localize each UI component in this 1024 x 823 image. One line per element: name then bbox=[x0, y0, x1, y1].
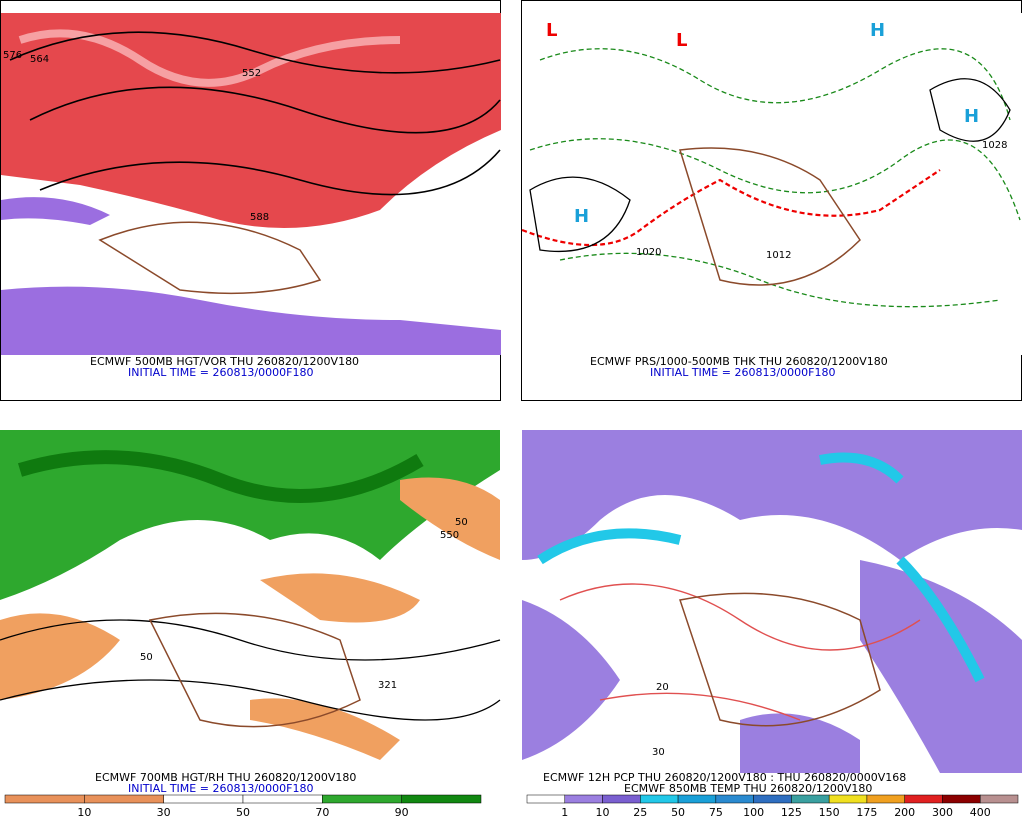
contour-label: 576 bbox=[3, 50, 22, 61]
high-label: H bbox=[964, 106, 979, 127]
colorbar-label: 10 bbox=[77, 806, 91, 819]
panel-subtitle: INITIAL TIME = 260813/0000F180 bbox=[650, 366, 835, 379]
high-label: H bbox=[574, 206, 589, 227]
map-surface-pressure: H H H L L 1020 1012 1028 bbox=[521, 13, 1022, 355]
colorbar-swatch bbox=[602, 794, 641, 804]
contour-label: 1028 bbox=[982, 140, 1007, 151]
contour-label: 321 bbox=[378, 680, 397, 691]
colorbar-label: 400 bbox=[970, 806, 991, 819]
contour-label: 50 bbox=[455, 517, 468, 528]
colorbar-label: 50 bbox=[236, 806, 250, 819]
colorbar-swatch bbox=[791, 794, 830, 804]
colorbar-label: 70 bbox=[315, 806, 329, 819]
map-700mb: 50 50 550 321 bbox=[0, 430, 501, 773]
high-label: H bbox=[870, 20, 885, 41]
colorbar-swatch bbox=[677, 794, 717, 804]
colorbar-label: 125 bbox=[781, 806, 802, 819]
colorbar-label: 10 bbox=[596, 806, 610, 819]
map-500mb: 564 552 576 588 bbox=[1, 13, 501, 355]
contour-label: 50 bbox=[140, 652, 153, 663]
colorbar-label: 50 bbox=[671, 806, 685, 819]
low-label: L bbox=[546, 20, 557, 41]
colorbar-label: 100 bbox=[743, 806, 764, 819]
colorbar-swatch bbox=[564, 794, 603, 804]
panel-title: ECMWF PRS/1000-500MB THK THU 260820/1200… bbox=[590, 355, 888, 368]
colorbar-label: 175 bbox=[856, 806, 877, 819]
colorbar-swatch bbox=[322, 794, 402, 804]
low-label: L bbox=[676, 30, 687, 51]
colorbar-label: 1 bbox=[561, 806, 568, 819]
panel-title: ECMWF 500MB HGT/VOR THU 260820/1200V180 bbox=[90, 355, 359, 368]
contour-label: 20 bbox=[656, 682, 669, 693]
panel-subtitle: INITIAL TIME = 260813/0000F180 bbox=[128, 366, 313, 379]
colorbar-swatch bbox=[526, 794, 566, 804]
contour-label: 1012 bbox=[766, 250, 791, 261]
contour-label: 564 bbox=[30, 54, 49, 65]
colorbar-swatch bbox=[753, 794, 792, 804]
colorbar-label: 30 bbox=[157, 806, 171, 819]
colorbar-swatch bbox=[942, 794, 981, 804]
contour-label: 588 bbox=[250, 212, 269, 223]
map-precip: 20 30 bbox=[522, 430, 1022, 773]
colorbar-label: 300 bbox=[932, 806, 953, 819]
colorbar-swatch bbox=[401, 794, 482, 804]
colorbar-label: 75 bbox=[709, 806, 723, 819]
contour-label: 30 bbox=[652, 747, 665, 758]
colorbar-label: 25 bbox=[633, 806, 647, 819]
panel-subtitle: INITIAL TIME = 260813/0000F180 bbox=[128, 782, 313, 795]
colorbar-swatch bbox=[640, 794, 679, 804]
colorbar-swatch bbox=[242, 794, 323, 804]
colorbar-swatch bbox=[866, 794, 905, 804]
panel-title: ECMWF 12H PCP THU 260820/1200V180 : THU … bbox=[543, 771, 906, 784]
contour-label: 552 bbox=[242, 68, 261, 79]
colorbar-swatch bbox=[84, 794, 164, 804]
panel-title: ECMWF 700MB HGT/RH THU 260820/1200V180 bbox=[95, 771, 356, 784]
colorbar-swatch bbox=[828, 794, 868, 804]
colorbar-label: 200 bbox=[894, 806, 915, 819]
colorbar-swatch bbox=[4, 794, 85, 804]
colorbar-swatch bbox=[715, 794, 754, 804]
colorbars: 10 30 50 70 90 1 10 25 50 75 100 125 150 175 200 300 400 bbox=[4, 794, 1019, 819]
colorbar-swatch bbox=[904, 794, 943, 804]
colorbar-label: 90 bbox=[395, 806, 409, 819]
contour-label: 1020 bbox=[636, 247, 661, 258]
contour-label: 550 bbox=[440, 530, 459, 541]
colorbar-swatch bbox=[979, 794, 1019, 804]
panel-subtitle: ECMWF 850MB TEMP THU 260820/1200V180 bbox=[624, 782, 872, 795]
colorbar-swatch bbox=[163, 794, 244, 804]
colorbar-label: 150 bbox=[819, 806, 840, 819]
